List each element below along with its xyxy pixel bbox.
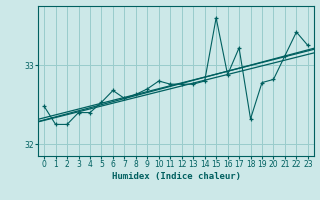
X-axis label: Humidex (Indice chaleur): Humidex (Indice chaleur) [111,172,241,181]
